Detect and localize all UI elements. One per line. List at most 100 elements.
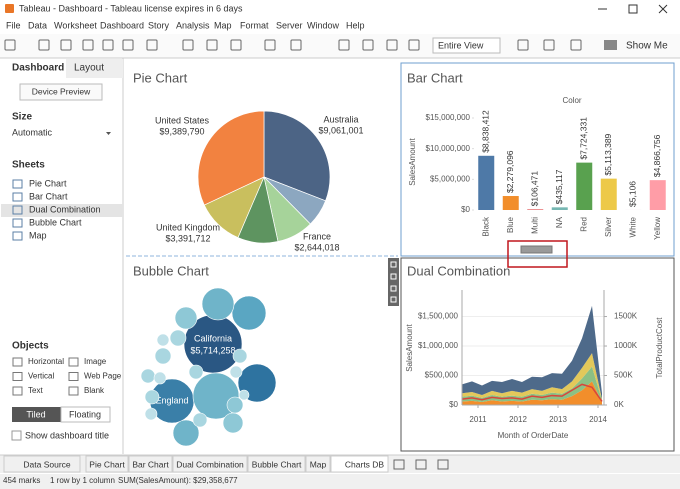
menu-item[interactable]: Data: [28, 20, 47, 30]
y2-tick-label: 1000K: [614, 341, 638, 350]
toolbar-icon[interactable]: [386, 39, 398, 51]
bar-value-label: $7,724,331: [579, 117, 589, 160]
pane-tab[interactable]: Dashboard: [12, 63, 64, 74]
bar-value-label: $8,838,412: [481, 110, 491, 153]
sheet-tab[interactable]: [128, 455, 173, 473]
x-tick-label: 2011: [469, 415, 487, 424]
menu-item[interactable]: Dashboard: [100, 20, 144, 30]
bar-value-label: $4,866,756: [652, 134, 662, 177]
toolbar-icon[interactable]: [408, 39, 420, 51]
sheet-item[interactable]: Dual Combination: [29, 204, 101, 214]
pane-toolbar: [388, 258, 399, 306]
object-item[interactable]: Web Page: [84, 372, 122, 381]
toolbar-icon[interactable]: [290, 39, 302, 51]
maximize[interactable]: [628, 4, 638, 14]
floating-button[interactable]: [60, 406, 111, 423]
object-item[interactable]: Text: [28, 386, 43, 395]
menu-item[interactable]: Analysis: [176, 20, 210, 30]
bubble: [169, 329, 187, 347]
sheet-tab[interactable]: [85, 455, 129, 473]
new-sheet-button[interactable]: [437, 459, 449, 470]
toolbar-icon[interactable]: [82, 39, 94, 51]
x-tick-label: Multi: [530, 217, 539, 234]
bubble: [174, 306, 198, 330]
fit-value: Entire View: [438, 40, 484, 50]
toolbar-icon[interactable]: [338, 39, 350, 51]
size-value[interactable]: Automatic: [12, 127, 53, 137]
menu-item[interactable]: Format: [240, 20, 269, 30]
x-tick-label: Yellow: [653, 217, 662, 240]
sheet-tab[interactable]: [3, 455, 81, 473]
sheet-item[interactable]: Bubble Chart: [29, 217, 82, 227]
bubble: [222, 412, 244, 434]
section-heading: Sheets: [12, 160, 45, 171]
object-item[interactable]: Vertical: [28, 372, 54, 381]
menu-item[interactable]: Server: [276, 20, 303, 30]
tiled-button[interactable]: [12, 407, 61, 422]
checkbox[interactable]: [11, 430, 22, 441]
bubble: [238, 389, 250, 401]
pane-tool[interactable]: [390, 285, 397, 292]
close[interactable]: [658, 4, 668, 14]
toolbar-icon[interactable]: [146, 39, 158, 51]
x-tick-label: Blue: [506, 216, 515, 233]
bubble: [144, 407, 158, 421]
selected-sheet: [1, 204, 123, 217]
slice-label: United States: [155, 115, 210, 125]
sheet-tab-label: Dual Combination: [176, 459, 244, 469]
x-tick-label: Black: [481, 216, 490, 237]
toolbar-icon[interactable]: [4, 39, 16, 51]
toolbar-icon[interactable]: [517, 39, 529, 51]
menu-item[interactable]: Help: [346, 20, 365, 30]
pane-tool[interactable]: [390, 261, 397, 268]
menu-item[interactable]: Window: [307, 20, 340, 30]
sheet-tab[interactable]: [172, 455, 248, 473]
pane-handle[interactable]: [520, 245, 553, 254]
pane-tab[interactable]: Layout: [74, 63, 104, 74]
section-heading: Size: [12, 112, 32, 123]
toolbar-icon[interactable]: [122, 39, 134, 51]
object-item[interactable]: Image: [84, 357, 107, 366]
new-sheet-button[interactable]: [393, 459, 405, 470]
toolbar-icon[interactable]: [206, 39, 218, 51]
object-icon: [12, 357, 23, 367]
stacked-area: [462, 381, 602, 405]
y2-axis-label: TotalProductCost: [655, 317, 664, 379]
pane-tool[interactable]: [390, 273, 397, 280]
bar-value-label: $2,279,096: [505, 150, 515, 193]
toolbar-icon[interactable]: [102, 39, 114, 51]
menu-item[interactable]: File: [6, 20, 21, 30]
toolbar-icon[interactable]: [362, 39, 374, 51]
toolbar-icon[interactable]: [543, 39, 555, 51]
menu-item[interactable]: Map: [214, 20, 232, 30]
menu-item[interactable]: Story: [148, 20, 170, 30]
menu-item[interactable]: Worksheet: [54, 20, 97, 30]
sheet-tab[interactable]: [305, 455, 331, 473]
selected-pane: [400, 62, 675, 257]
sheet-tab[interactable]: [247, 455, 306, 473]
show-me[interactable]: Show Me: [626, 41, 668, 52]
toolbar-icon[interactable]: [570, 39, 582, 51]
device-preview-button[interactable]: [19, 83, 103, 101]
x-tick-label: Red: [579, 217, 588, 232]
pane-tool[interactable]: [390, 296, 397, 303]
toolbar-icon[interactable]: [182, 39, 194, 51]
new-sheet-button[interactable]: [415, 459, 427, 470]
layout-mode: Floating: [69, 409, 101, 419]
object-item[interactable]: Blank: [84, 386, 105, 395]
fit-dropdown[interactable]: [432, 37, 501, 54]
sheet-item[interactable]: Map: [29, 230, 47, 240]
bubble: [201, 287, 235, 321]
x-axis-label: Month of OrderDate: [498, 431, 569, 440]
object-item[interactable]: Horizontal: [28, 357, 64, 366]
sheet-item[interactable]: Bar Chart: [29, 191, 68, 201]
toolbar-icon[interactable]: [264, 39, 276, 51]
sheet-item[interactable]: Pie Chart: [29, 178, 67, 188]
toolbar-icon[interactable]: [60, 39, 72, 51]
bar: [551, 207, 568, 210]
sheet-tab[interactable]: [330, 455, 389, 473]
toolbar-icon[interactable]: [38, 39, 50, 51]
toolbar-icon[interactable]: [230, 39, 242, 51]
show-me-icon[interactable]: [604, 40, 617, 50]
bubble: [192, 412, 208, 428]
